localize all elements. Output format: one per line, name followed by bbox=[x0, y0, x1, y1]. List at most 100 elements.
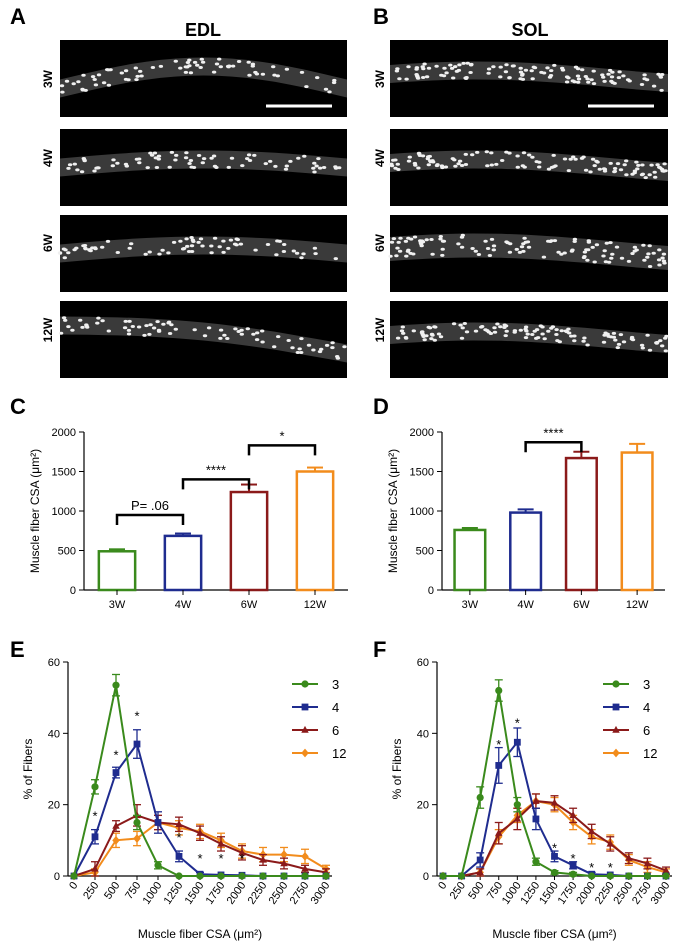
nucleus bbox=[581, 256, 587, 260]
nucleus bbox=[284, 164, 289, 168]
nucleus bbox=[234, 237, 239, 241]
nucleus bbox=[652, 170, 657, 174]
nucleus bbox=[428, 159, 433, 163]
nucleus bbox=[408, 251, 413, 255]
nucleus bbox=[572, 237, 578, 241]
nucleus bbox=[389, 240, 395, 244]
nucleus bbox=[485, 164, 490, 168]
nucleus bbox=[66, 251, 71, 255]
nucleus bbox=[566, 76, 571, 80]
nucleus bbox=[299, 351, 304, 354]
nucleus bbox=[265, 243, 271, 246]
nucleus bbox=[317, 350, 323, 354]
y-axis-label: Muscle fiber CSA (μm²) bbox=[386, 449, 400, 573]
nucleus bbox=[504, 150, 509, 154]
nucleus bbox=[225, 337, 230, 340]
bar-6w bbox=[564, 456, 598, 592]
nucleus bbox=[87, 248, 92, 252]
nucleus bbox=[438, 335, 444, 339]
muscle-fiber bbox=[390, 150, 668, 181]
legend-label-4: 4 bbox=[643, 700, 650, 715]
nucleus bbox=[615, 346, 620, 350]
nucleus bbox=[281, 250, 287, 253]
nucleus bbox=[200, 60, 206, 64]
nucleus bbox=[92, 169, 97, 173]
nucleus bbox=[105, 68, 110, 72]
y-tick-label: 1000 bbox=[410, 506, 434, 518]
panel-label-a: A bbox=[10, 4, 26, 29]
data-point-3 bbox=[196, 872, 204, 880]
x-tick-label: 3W bbox=[462, 599, 479, 611]
nucleus bbox=[173, 59, 178, 63]
muscle-fiber bbox=[390, 322, 668, 353]
nucleus bbox=[306, 343, 312, 347]
nucleus bbox=[438, 235, 443, 238]
x-axis-label: Muscle fiber CSA (μm²) bbox=[138, 927, 262, 941]
nucleus bbox=[296, 156, 301, 160]
nucleus bbox=[173, 327, 178, 331]
nucleus bbox=[483, 239, 488, 243]
nucleus bbox=[166, 321, 171, 325]
nucleus bbox=[85, 325, 90, 329]
nucleus bbox=[658, 339, 663, 343]
nucleus bbox=[657, 248, 662, 252]
nucleus bbox=[297, 347, 302, 351]
nucleus bbox=[575, 74, 581, 78]
nucleus bbox=[470, 153, 475, 157]
nucleus bbox=[268, 159, 273, 163]
data-point-4 bbox=[495, 762, 503, 769]
micrograph-edl-4w bbox=[60, 129, 347, 206]
nucleus bbox=[152, 151, 158, 155]
micrograph-title-edl: EDL bbox=[185, 20, 221, 40]
nucleus bbox=[416, 166, 421, 170]
nucleus bbox=[115, 251, 121, 254]
nucleus bbox=[515, 165, 520, 169]
nucleus bbox=[401, 331, 406, 335]
nucleus bbox=[465, 61, 470, 65]
legend-marker bbox=[301, 725, 309, 733]
nucleus bbox=[576, 77, 582, 81]
nucleus bbox=[551, 165, 557, 169]
nucleus bbox=[503, 70, 509, 74]
nucleus bbox=[415, 76, 421, 80]
data-point-6 bbox=[175, 820, 183, 828]
x-tick-label: 0 bbox=[67, 880, 80, 892]
nucleus bbox=[658, 75, 664, 79]
nucleus bbox=[218, 336, 223, 340]
nucleus bbox=[421, 76, 426, 79]
nucleus bbox=[433, 325, 438, 329]
nucleus bbox=[573, 65, 579, 69]
nucleus bbox=[639, 343, 645, 347]
nucleus bbox=[470, 247, 475, 250]
nucleus bbox=[486, 330, 491, 334]
nucleus bbox=[525, 332, 530, 336]
nucleus bbox=[127, 319, 132, 323]
nucleus bbox=[632, 171, 637, 175]
y-tick-label: 0 bbox=[423, 871, 429, 883]
legend-label-12: 12 bbox=[332, 746, 346, 761]
significance-star: * bbox=[239, 851, 244, 866]
nucleus bbox=[439, 73, 444, 77]
nucleus bbox=[271, 65, 276, 69]
y-tick-label: 1500 bbox=[52, 467, 76, 479]
nucleus bbox=[640, 163, 645, 167]
nucleus bbox=[625, 78, 631, 82]
nucleus bbox=[174, 153, 179, 157]
data-point-4 bbox=[551, 852, 558, 860]
nucleus bbox=[312, 170, 317, 174]
nucleus bbox=[530, 77, 535, 81]
nucleus bbox=[646, 252, 651, 256]
nucleus bbox=[443, 165, 449, 169]
nucleus bbox=[622, 163, 627, 167]
nucleus bbox=[406, 159, 412, 163]
y-tick-label: 1000 bbox=[52, 506, 76, 518]
nucleus bbox=[247, 159, 253, 162]
significance-star: * bbox=[589, 860, 594, 875]
nucleus bbox=[148, 323, 153, 327]
nucleus bbox=[299, 70, 305, 74]
nucleus bbox=[196, 154, 202, 157]
nucleus bbox=[592, 260, 597, 264]
nucleus bbox=[645, 333, 650, 337]
nucleus bbox=[451, 322, 457, 326]
nucleus bbox=[211, 70, 217, 74]
